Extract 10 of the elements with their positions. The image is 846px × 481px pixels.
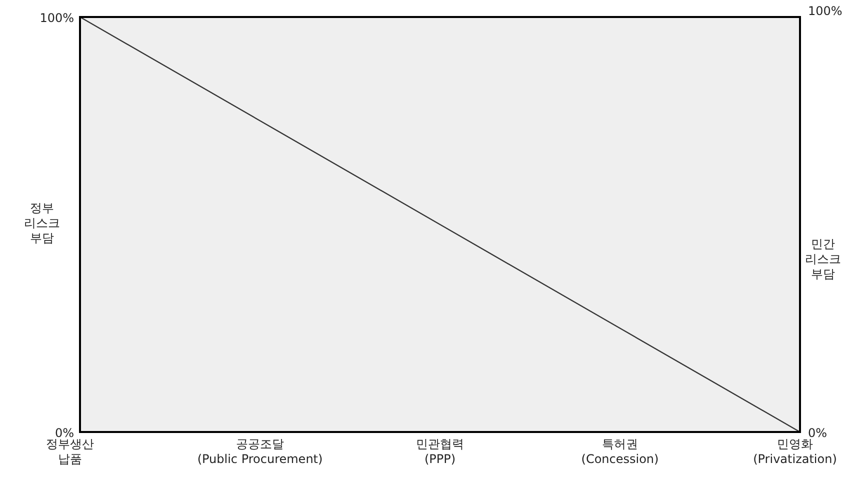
line-series <box>79 16 801 433</box>
x-tick-label: 정부생산 납품 <box>46 437 94 466</box>
y-axis-title: 정부 리스크 부담 <box>24 201 60 245</box>
x-tick-label: 민관협력 (PPP) <box>416 437 464 466</box>
y2-tick-label: 0% <box>808 426 828 440</box>
x-tick-label: 민영화 (Privatization) <box>753 437 837 466</box>
y2-tick-label: 100% <box>808 4 842 18</box>
x-tick-label: 공공조달 (Public Procurement) <box>197 437 323 466</box>
x-tick-label: 특허권 (Concession) <box>581 437 659 466</box>
y2-axis-title: 민간 리스크 부담 <box>805 237 841 281</box>
